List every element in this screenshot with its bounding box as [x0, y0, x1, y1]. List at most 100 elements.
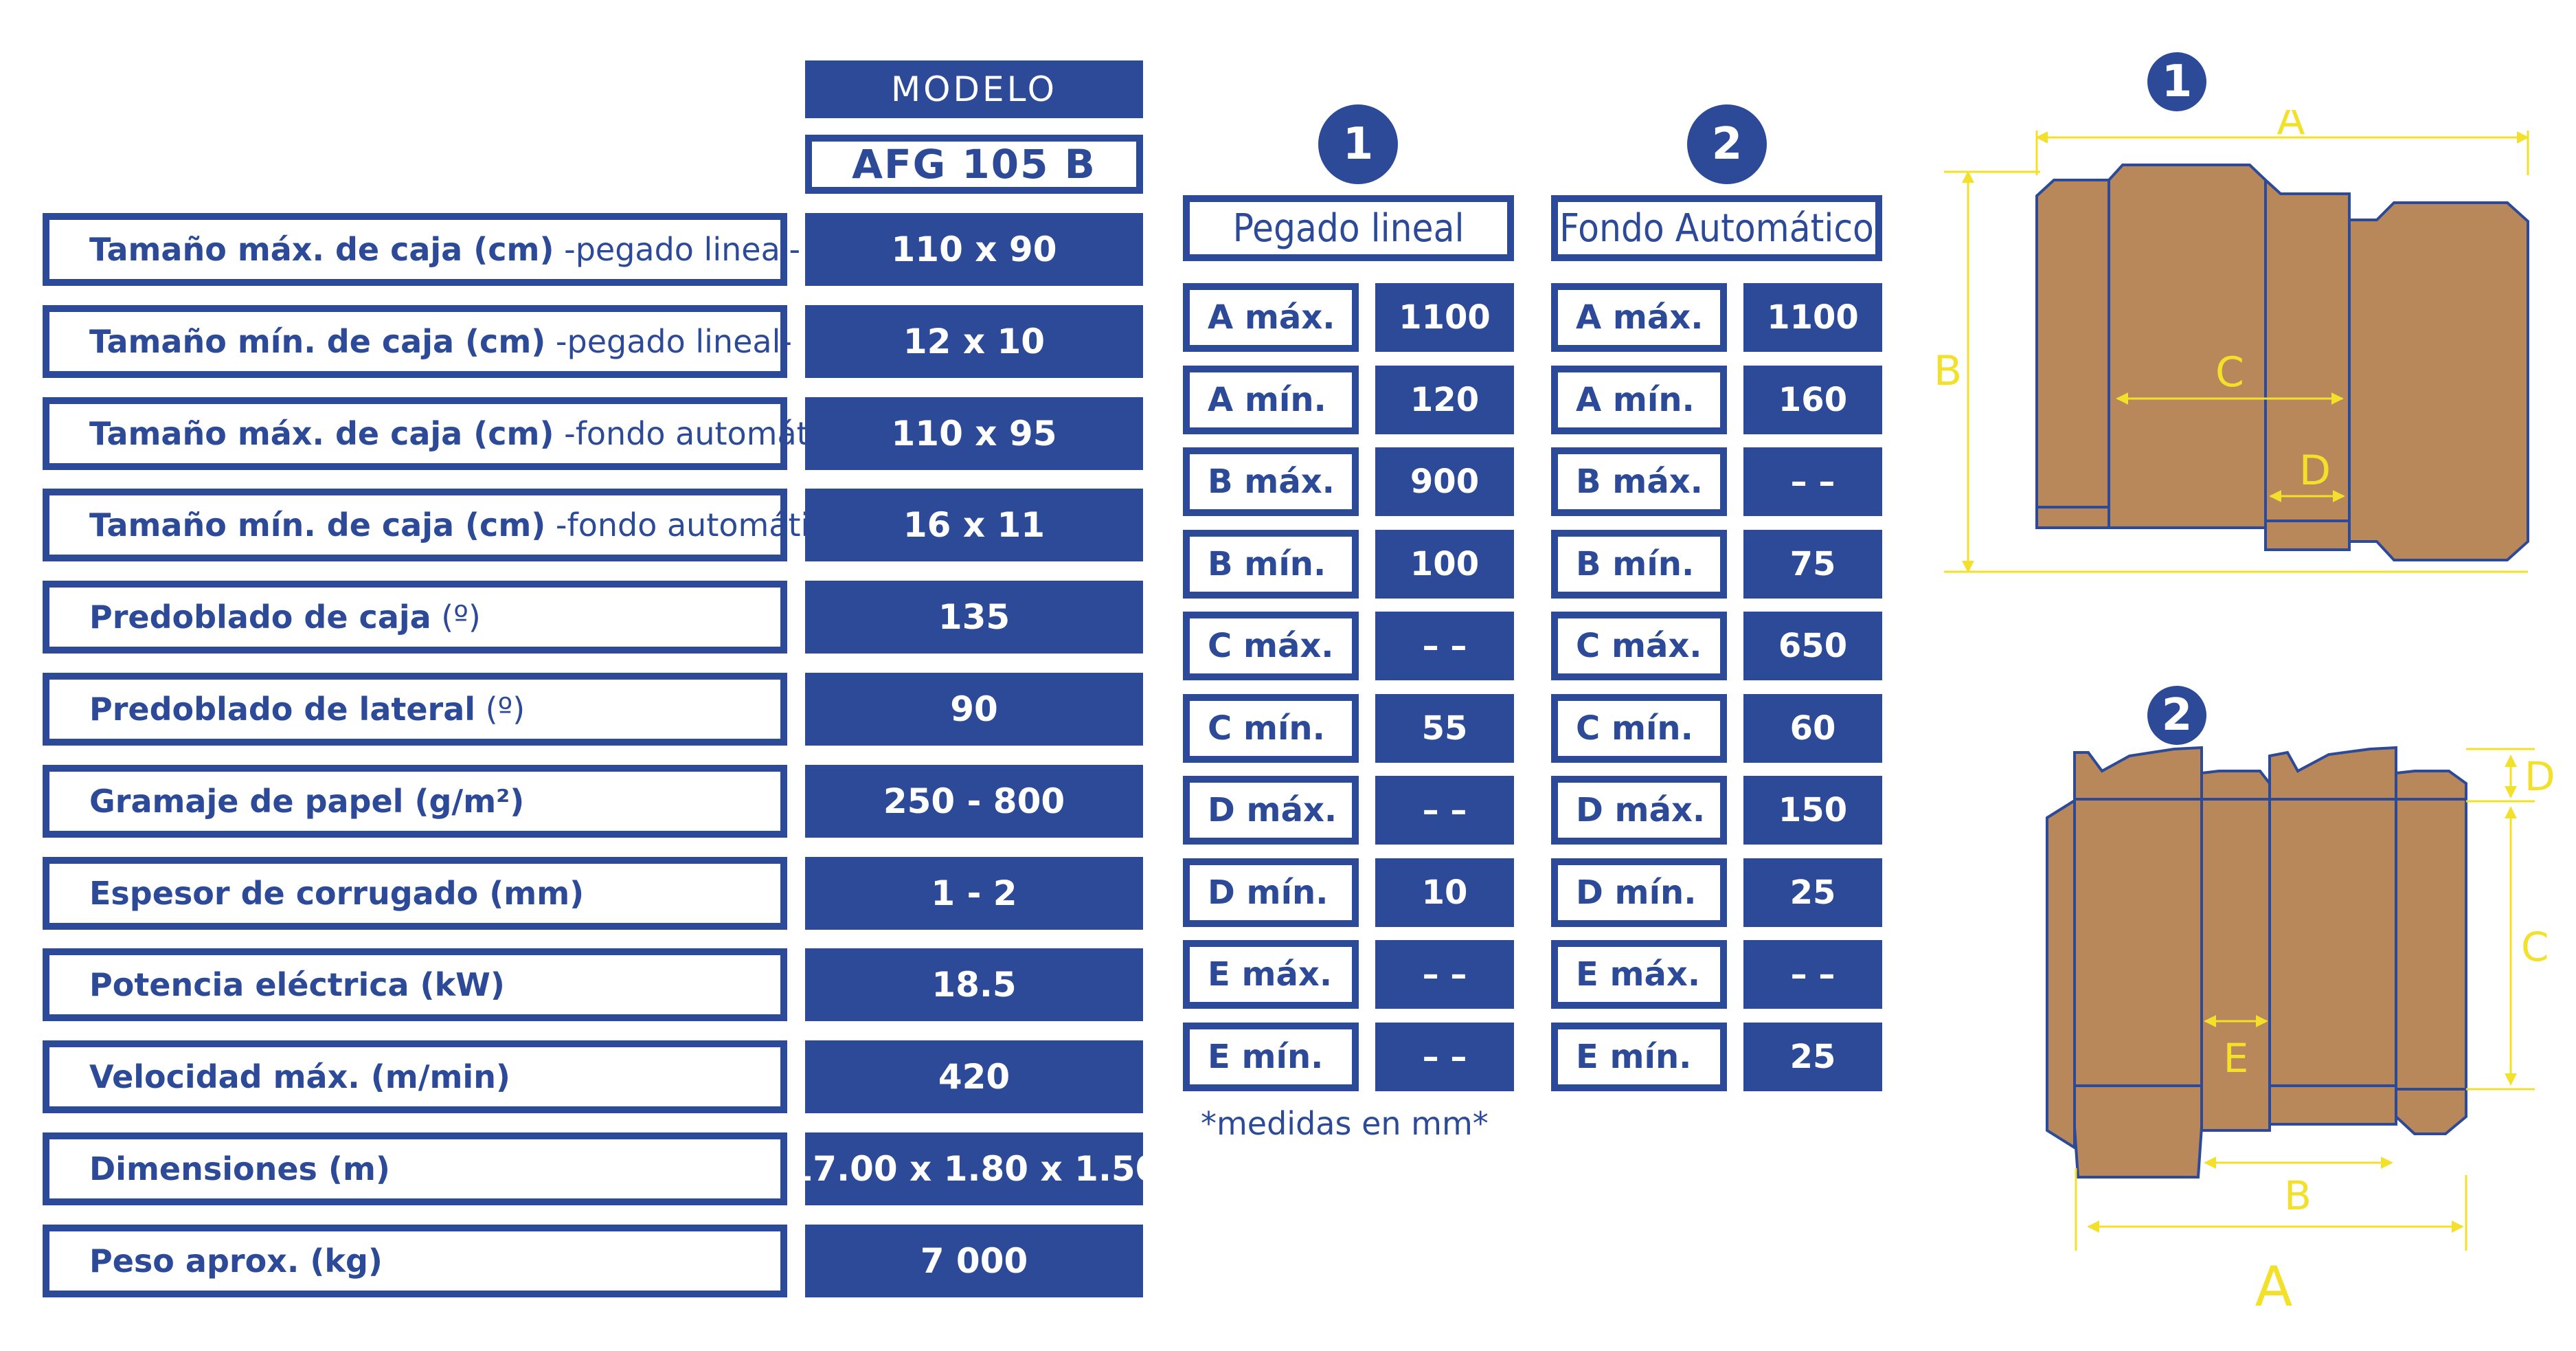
spec-label: Tamaño mín. de caja (cm) — [89, 506, 546, 544]
spec-value: 7 000 — [805, 1225, 1143, 1297]
dimension-value: 650 — [1743, 612, 1882, 680]
dimension-label: E máx. — [1183, 940, 1359, 1009]
spec-label: Predoblado de lateral — [89, 691, 476, 728]
model-header-label: MODELO — [890, 69, 1058, 109]
box2-label-b: B — [2284, 1172, 2312, 1219]
dimension-value: 60 — [1743, 694, 1882, 763]
spec-label-box: Espesor de corrugado (mm) — [43, 857, 787, 930]
spec-label: Peso aprox. (kg) — [89, 1242, 383, 1280]
box1-panel-2 — [2108, 164, 2267, 529]
dimension-label: A mín. — [1551, 366, 1727, 434]
dimension-value: 100 — [1375, 530, 1514, 599]
dimension-label: A máx. — [1551, 283, 1727, 352]
dimension-label: E mín. — [1551, 1023, 1727, 1091]
dimension-value: – – — [1375, 1023, 1514, 1091]
dimension-label: D máx. — [1183, 776, 1359, 845]
spec-label: Predoblado de caja — [89, 599, 431, 636]
box2-label-e: E — [2224, 1035, 2249, 1082]
dimension-value: – – — [1375, 612, 1514, 680]
spec-label-box: Velocidad máx. (m/min) — [43, 1040, 787, 1113]
box1-panel-4 — [2348, 201, 2529, 561]
box1-panel-1 — [2035, 179, 2110, 529]
mode1-number-badge: 1 — [1318, 104, 1398, 184]
box1-label-c: C — [2215, 348, 2244, 397]
dimension-label: D mín. — [1551, 858, 1727, 927]
dimension-label: C máx. — [1183, 612, 1359, 680]
box-diagram-2: A B C D E — [2046, 746, 2555, 1319]
spec-value: 110 x 95 — [805, 397, 1143, 470]
diagram2-number-badge: 2 — [2147, 686, 2206, 745]
mode2-number-badge: 2 — [1687, 104, 1767, 184]
spec-value: 18.5 — [805, 948, 1143, 1021]
spec-label: Gramaje de papel (g/m²) — [89, 783, 525, 820]
spec-label-box: Dimensiones (m) — [43, 1132, 787, 1205]
spec-label: Potencia eléctrica (kW) — [89, 966, 505, 1003]
dimension-value: 25 — [1743, 858, 1882, 927]
spec-label-box: Potencia eléctrica (kW) — [43, 948, 787, 1021]
dimension-label: A mín. — [1183, 366, 1359, 434]
dimension-value: 75 — [1743, 530, 1882, 599]
dimension-value: – – — [1743, 940, 1882, 1009]
spec-value: 17.00 x 1.80 x 1.50 — [789, 1132, 1160, 1205]
dimension-value: – – — [1375, 776, 1514, 845]
dimension-label: D máx. — [1551, 776, 1727, 845]
model-header: MODELO — [805, 60, 1143, 118]
spec-label: Tamaño máx. de caja (cm) — [89, 231, 554, 268]
spec-label-qualifier: -pegado lineal- — [545, 323, 792, 360]
spec-label: Velocidad máx. (m/min) — [89, 1058, 510, 1095]
spec-label-box: Tamaño máx. de caja (cm) -fondo automáti… — [43, 397, 866, 470]
dimension-value: – – — [1743, 447, 1882, 516]
spec-label-box: Tamaño máx. de caja (cm) -pegado lineal- — [43, 213, 800, 286]
dimension-value: 25 — [1743, 1023, 1882, 1091]
spec-label: Dimensiones (m) — [89, 1150, 390, 1187]
dimension-label: C mín. — [1183, 694, 1359, 763]
spec-label: Tamaño mín. de caja (cm) — [89, 323, 546, 360]
dimension-label: A máx. — [1183, 283, 1359, 352]
dimension-value: 1100 — [1375, 283, 1514, 352]
dimension-label: C máx. — [1551, 612, 1727, 680]
box2-glue-flap — [2046, 798, 2076, 1150]
dimension-label: B máx. — [1183, 447, 1359, 516]
dimension-label: B máx. — [1551, 447, 1727, 516]
box1-label-a: A — [2276, 110, 2305, 144]
dimension-value: 150 — [1743, 776, 1882, 845]
dimension-value: 55 — [1375, 694, 1514, 763]
dimension-label: B mín. — [1551, 530, 1727, 599]
diagram1-number-badge: 1 — [2147, 52, 2206, 111]
spec-label-qualifier: (º) — [431, 599, 481, 636]
spec-value: 16 x 11 — [805, 489, 1143, 561]
spec-value: 90 — [805, 673, 1143, 746]
box-diagram-1: A B C D — [1934, 110, 2529, 573]
spec-label-qualifier: (º) — [475, 691, 526, 728]
spec-label-box: Tamaño mín. de caja (cm) -pegado lineal- — [43, 305, 792, 378]
mode2-title: Fondo Automático — [1551, 195, 1882, 261]
spec-label-box: Gramaje de papel (g/m²) — [43, 765, 787, 838]
dimension-label: B mín. — [1183, 530, 1359, 599]
spec-label-box: Predoblado de lateral (º) — [43, 673, 787, 746]
dimension-label: C mín. — [1551, 694, 1727, 763]
box1-label-d: D — [2299, 447, 2331, 495]
spec-value: 110 x 90 — [805, 213, 1143, 286]
spec-value: 1 - 2 — [805, 857, 1143, 930]
spec-label-qualifier: -pegado lineal- — [554, 231, 801, 268]
dimension-label: D mín. — [1183, 858, 1359, 927]
spec-label-box: Predoblado de caja (º) — [43, 581, 787, 654]
dimension-value: 10 — [1375, 858, 1514, 927]
box2-label-d: D — [2524, 753, 2555, 800]
dimension-label: E mín. — [1183, 1023, 1359, 1091]
spec-value: 12 x 10 — [805, 305, 1143, 378]
spec-value: 420 — [805, 1040, 1143, 1113]
dimension-value: 900 — [1375, 447, 1514, 516]
units-note: *medidas en mm* — [1201, 1105, 1489, 1142]
mode1-title: Pegado lineal — [1183, 195, 1514, 261]
dimension-value: – – — [1375, 940, 1514, 1009]
dimension-value: 120 — [1375, 366, 1514, 434]
spec-label-box: Tamaño mín. de caja (cm) -fondo automáti… — [43, 489, 858, 561]
spec-label: Espesor de corrugado (mm) — [89, 875, 585, 912]
box2-label-c: C — [2521, 924, 2549, 970]
dimension-value: 160 — [1743, 366, 1882, 434]
spec-value: 135 — [805, 581, 1143, 654]
model-name-box: AFG 105 B — [805, 135, 1143, 194]
model-name: AFG 105 B — [852, 141, 1096, 188]
box1-label-b: B — [1934, 347, 1962, 395]
